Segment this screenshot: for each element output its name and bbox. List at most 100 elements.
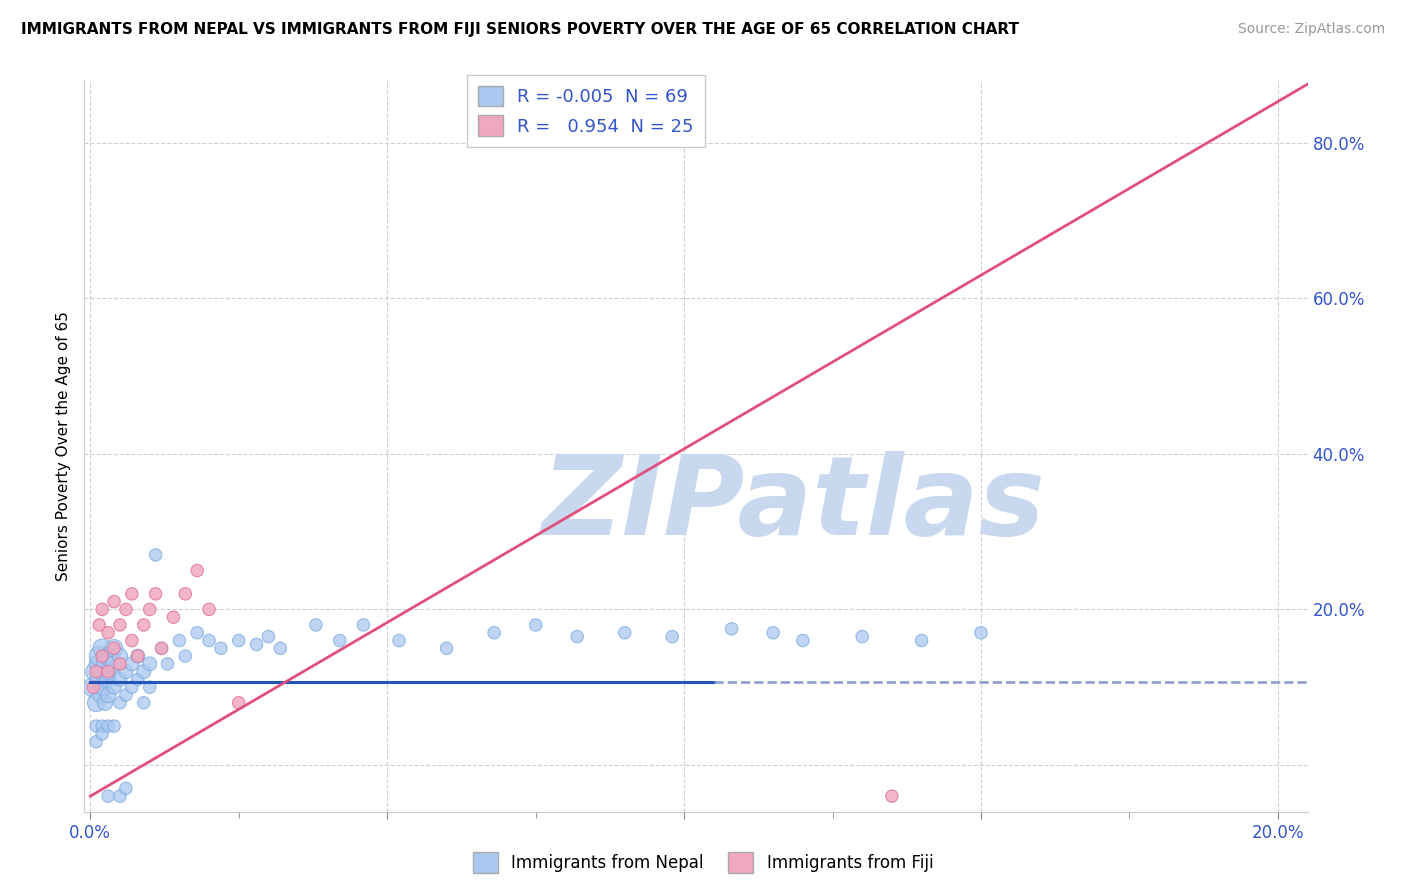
- Point: [84, 665, 107, 679]
- Point: [84, 734, 107, 748]
- Point: [228, 633, 250, 648]
- Point: [94, 657, 117, 671]
- Point: [103, 680, 125, 694]
- Point: [115, 665, 138, 679]
- Point: [97, 673, 120, 687]
- Text: IMMIGRANTS FROM NEPAL VS IMMIGRANTS FROM FIJI SENIORS POVERTY OVER THE AGE OF 65: IMMIGRANTS FROM NEPAL VS IMMIGRANTS FROM…: [21, 22, 1019, 37]
- Legend: R = -0.005  N = 69, R =   0.954  N = 25: R = -0.005 N = 69, R = 0.954 N = 25: [467, 75, 704, 147]
- Point: [150, 641, 173, 656]
- Text: Source: ZipAtlas.com: Source: ZipAtlas.com: [1237, 22, 1385, 37]
- Point: [661, 630, 683, 644]
- Point: [150, 641, 173, 656]
- Point: [108, 673, 131, 687]
- Point: [138, 680, 160, 694]
- Point: [132, 665, 155, 679]
- Point: [103, 641, 125, 656]
- Point: [145, 548, 167, 562]
- Point: [108, 789, 131, 804]
- Point: [90, 688, 112, 702]
- Point: [89, 649, 111, 664]
- Point: [84, 719, 107, 733]
- Point: [82, 680, 104, 694]
- Point: [880, 789, 903, 804]
- Point: [97, 665, 120, 679]
- Point: [228, 696, 250, 710]
- Point: [97, 688, 120, 702]
- Point: [103, 719, 125, 733]
- Text: ZIPatlas: ZIPatlas: [541, 451, 1046, 558]
- Point: [174, 587, 197, 601]
- Point: [89, 673, 111, 687]
- Point: [186, 625, 208, 640]
- Point: [121, 657, 143, 671]
- Point: [93, 680, 115, 694]
- Point: [91, 719, 114, 733]
- Point: [103, 594, 125, 608]
- Point: [162, 610, 184, 624]
- Point: [198, 633, 221, 648]
- Point: [89, 618, 111, 632]
- Point: [84, 665, 107, 679]
- Point: [156, 657, 179, 671]
- Point: [127, 673, 149, 687]
- Point: [567, 630, 589, 644]
- Point: [132, 618, 155, 632]
- Point: [115, 602, 138, 616]
- Point: [121, 633, 143, 648]
- Point: [257, 630, 280, 644]
- Point: [97, 625, 120, 640]
- Point: [482, 625, 505, 640]
- Point: [115, 688, 138, 702]
- Point: [720, 622, 742, 636]
- Point: [115, 781, 138, 796]
- Point: [91, 649, 114, 664]
- Point: [329, 633, 352, 648]
- Point: [97, 789, 120, 804]
- Point: [174, 649, 197, 664]
- Point: [97, 719, 120, 733]
- Point: [82, 680, 104, 694]
- Legend: Immigrants from Nepal, Immigrants from Fiji: Immigrants from Nepal, Immigrants from F…: [465, 846, 941, 880]
- Point: [127, 649, 149, 664]
- Point: [970, 625, 993, 640]
- Point: [352, 618, 374, 632]
- Point: [792, 633, 814, 648]
- Point: [103, 657, 125, 671]
- Point: [121, 680, 143, 694]
- Point: [121, 587, 143, 601]
- Point: [103, 641, 125, 656]
- Point: [94, 696, 117, 710]
- Point: [910, 633, 932, 648]
- Point: [91, 641, 114, 656]
- Point: [91, 602, 114, 616]
- Point: [97, 649, 120, 664]
- Point: [851, 630, 873, 644]
- Point: [108, 649, 131, 664]
- Point: [245, 637, 267, 651]
- Point: [108, 696, 131, 710]
- Point: [138, 657, 160, 671]
- Point: [613, 625, 636, 640]
- Point: [305, 618, 328, 632]
- Point: [209, 641, 232, 656]
- Point: [198, 602, 221, 616]
- Point: [84, 696, 107, 710]
- Point: [436, 641, 458, 656]
- Point: [97, 665, 120, 679]
- Point: [127, 649, 149, 664]
- Point: [388, 633, 411, 648]
- Point: [145, 587, 167, 601]
- Point: [762, 625, 785, 640]
- Point: [132, 696, 155, 710]
- Point: [108, 618, 131, 632]
- Point: [186, 564, 208, 578]
- Point: [138, 602, 160, 616]
- Y-axis label: Seniors Poverty Over the Age of 65: Seniors Poverty Over the Age of 65: [56, 311, 72, 581]
- Point: [269, 641, 291, 656]
- Point: [91, 665, 114, 679]
- Point: [86, 657, 108, 671]
- Point: [108, 657, 131, 671]
- Point: [524, 618, 547, 632]
- Point: [169, 633, 191, 648]
- Point: [91, 727, 114, 741]
